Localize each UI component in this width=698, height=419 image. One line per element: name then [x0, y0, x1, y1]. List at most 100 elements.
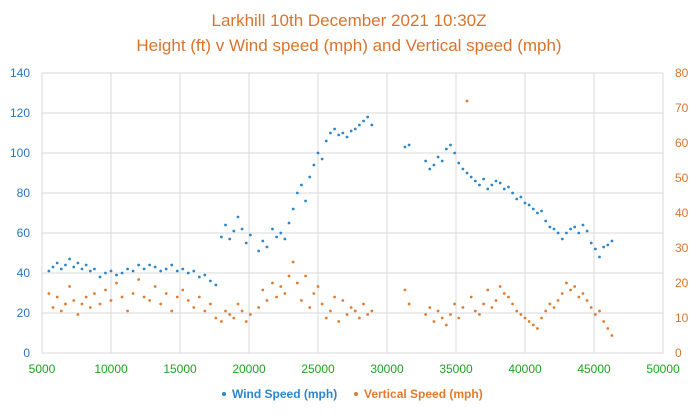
- vertical-speed-point: [244, 320, 248, 323]
- wind-speed-point: [428, 167, 432, 171]
- vertical-speed-point: [55, 295, 59, 299]
- wind-speed-point: [610, 239, 614, 243]
- vertical-speed-point: [540, 316, 543, 320]
- wind-speed-point: [279, 231, 283, 235]
- vertical-speed-point: [366, 313, 370, 316]
- y-tick-label: 140: [10, 66, 30, 80]
- wind-speed-point: [333, 127, 336, 131]
- wind-speed-point: [153, 265, 157, 269]
- wind-speed-point: [220, 235, 223, 239]
- vertical-speed-point: [159, 302, 163, 306]
- wind-speed-point: [581, 223, 585, 227]
- wind-speed-point: [453, 151, 457, 155]
- wind-speed-point: [98, 275, 102, 279]
- wind-speed-point: [536, 211, 539, 215]
- wind-speed-point: [341, 131, 345, 135]
- vertical-speed-point: [552, 306, 556, 309]
- wind-speed-point: [366, 115, 370, 119]
- wind-speed-point: [469, 175, 473, 179]
- vertical-speed-point: [68, 285, 71, 288]
- wind-speed-point: [104, 271, 107, 275]
- wind-speed-point: [370, 123, 374, 127]
- vertical-speed-point: [337, 320, 341, 323]
- vertical-speed-point: [126, 309, 129, 313]
- y2-tick-label: 0: [675, 346, 682, 360]
- wind-speed-point: [478, 183, 481, 187]
- vertical-speed-point: [444, 323, 448, 327]
- legend-marker: [222, 392, 226, 396]
- vertical-speed-point: [436, 309, 440, 313]
- vertical-speed-point: [232, 316, 236, 320]
- wind-speed-point: [164, 267, 168, 271]
- vertical-speed-point: [440, 316, 444, 320]
- vertical-speed-point: [527, 320, 531, 323]
- vertical-speed-point: [131, 292, 135, 295]
- wind-speed-point: [449, 143, 452, 147]
- y2-tick-label: 60: [675, 136, 689, 150]
- vertical-speed-point: [577, 295, 581, 299]
- wind-speed-point: [440, 159, 444, 163]
- legend-marker: [354, 392, 358, 396]
- wind-speed-point: [236, 215, 240, 219]
- y2-tick-label: 40: [675, 206, 689, 220]
- wind-speed-point: [577, 231, 581, 235]
- vertical-speed-point: [502, 292, 506, 295]
- vertical-speed-point: [236, 302, 240, 306]
- wind-speed-point: [486, 187, 490, 191]
- wind-speed-point: [240, 227, 244, 231]
- wind-speed-point: [329, 131, 332, 135]
- wind-speed-point: [569, 227, 572, 231]
- wind-speed-point: [203, 273, 207, 277]
- vertical-speed-point: [461, 306, 465, 309]
- wind-speed-point: [109, 269, 113, 273]
- vertical-speed-point: [428, 306, 432, 309]
- y-tick-label: 100: [10, 146, 30, 160]
- vertical-speed-point: [424, 313, 428, 316]
- wind-speed-point: [353, 127, 357, 131]
- vertical-speed-point: [610, 334, 614, 337]
- wind-speed-point: [59, 267, 63, 271]
- wind-speed-point: [523, 201, 527, 205]
- wind-speed-point: [275, 235, 278, 239]
- wind-speed-point: [498, 181, 502, 185]
- vertical-speed-point: [104, 288, 107, 292]
- vertical-speed-point: [403, 288, 407, 292]
- wind-speed-point: [461, 167, 465, 171]
- wind-speed-point: [494, 179, 498, 183]
- vertical-speed-point: [197, 295, 201, 299]
- vertical-speed-point: [407, 302, 411, 306]
- wind-speed-point: [304, 199, 307, 203]
- wind-speed-point: [519, 195, 523, 199]
- wind-speed-point: [47, 269, 51, 273]
- y-tick-label: 80: [17, 186, 31, 200]
- wind-speed-point: [407, 143, 411, 147]
- vertical-speed-point: [345, 313, 349, 316]
- wind-speed-point: [137, 263, 141, 267]
- vertical-speed-point: [240, 309, 244, 313]
- wind-speed-point: [432, 163, 436, 167]
- legend-label: Wind Speed (mph): [232, 387, 337, 401]
- vertical-speed-point: [228, 313, 232, 316]
- vertical-speed-point: [300, 299, 303, 302]
- vertical-speed-point: [581, 292, 585, 295]
- y2-tick-label: 10: [675, 311, 689, 325]
- wind-speed-point: [175, 269, 179, 273]
- y-tick-label: 40: [17, 266, 31, 280]
- wind-speed-point: [159, 269, 163, 273]
- vertical-speed-point: [602, 320, 606, 323]
- y2-tick-label: 70: [675, 101, 689, 115]
- vertical-speed-point: [494, 299, 498, 302]
- axes: 0 20 40 60 80 100 120 140 0 10 20 30 40 50 60 70 80 5000 1…: [10, 66, 689, 376]
- wind-speed-point: [424, 159, 428, 163]
- wind-speed-point: [295, 191, 299, 195]
- wind-speed-point: [148, 263, 152, 267]
- wind-speed-point: [585, 229, 589, 233]
- wind-speed-point: [593, 247, 597, 251]
- wind-speed-point: [68, 257, 71, 261]
- vertical-speed-point: [349, 306, 353, 309]
- x-tick-label: 20000: [232, 362, 266, 376]
- wind-speed-point: [88, 269, 92, 273]
- wind-speed-point: [93, 267, 96, 271]
- vertical-speed-point: [457, 316, 461, 320]
